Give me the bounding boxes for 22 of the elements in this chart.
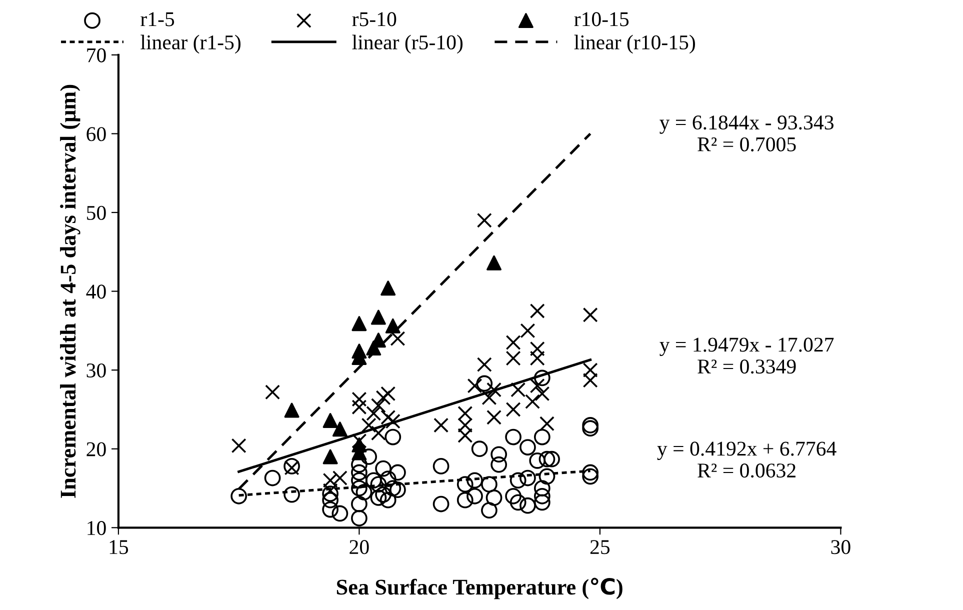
y-tick-label: 30 [86,363,106,378]
legend-label: r10-15 [574,12,629,26]
y-axis-title: Incremental width at 4-5 days interval (μm) [60,84,80,498]
y-tick-label: 70 [87,48,106,62]
legend-label: linear (r1-5) [140,34,240,54]
x-axis-title: Sea Surface Temperature (℃) [336,578,622,600]
y-tick-label: 40 [86,284,106,299]
annotation: y = 0.4192x + 6.7764 R² = 0.0632 [657,442,836,478]
x-tick-label: 25 [590,540,610,554]
legend-label: r5-10 [352,12,396,26]
y-tick-label: 20 [86,442,106,456]
annotation: y = 6.1844x - 93.343 R² = 0.7005 [660,115,834,152]
x-tick-label: 15 [110,540,128,554]
legend-label: linear (r10-15) [574,34,695,54]
y-tick-label: 50 [87,206,106,220]
y-tick-label: 10 [88,521,106,536]
x-tick-label: 30 [831,540,850,554]
legend-label: r1-5 [140,12,174,26]
y-tick-label: 60 [86,127,106,142]
x-tick-label: 20 [350,540,369,554]
legend-label: linear (r5-10) [352,34,463,54]
annotation: y = 1.9479x - 17.027 R² = 0.3349 [660,338,834,374]
